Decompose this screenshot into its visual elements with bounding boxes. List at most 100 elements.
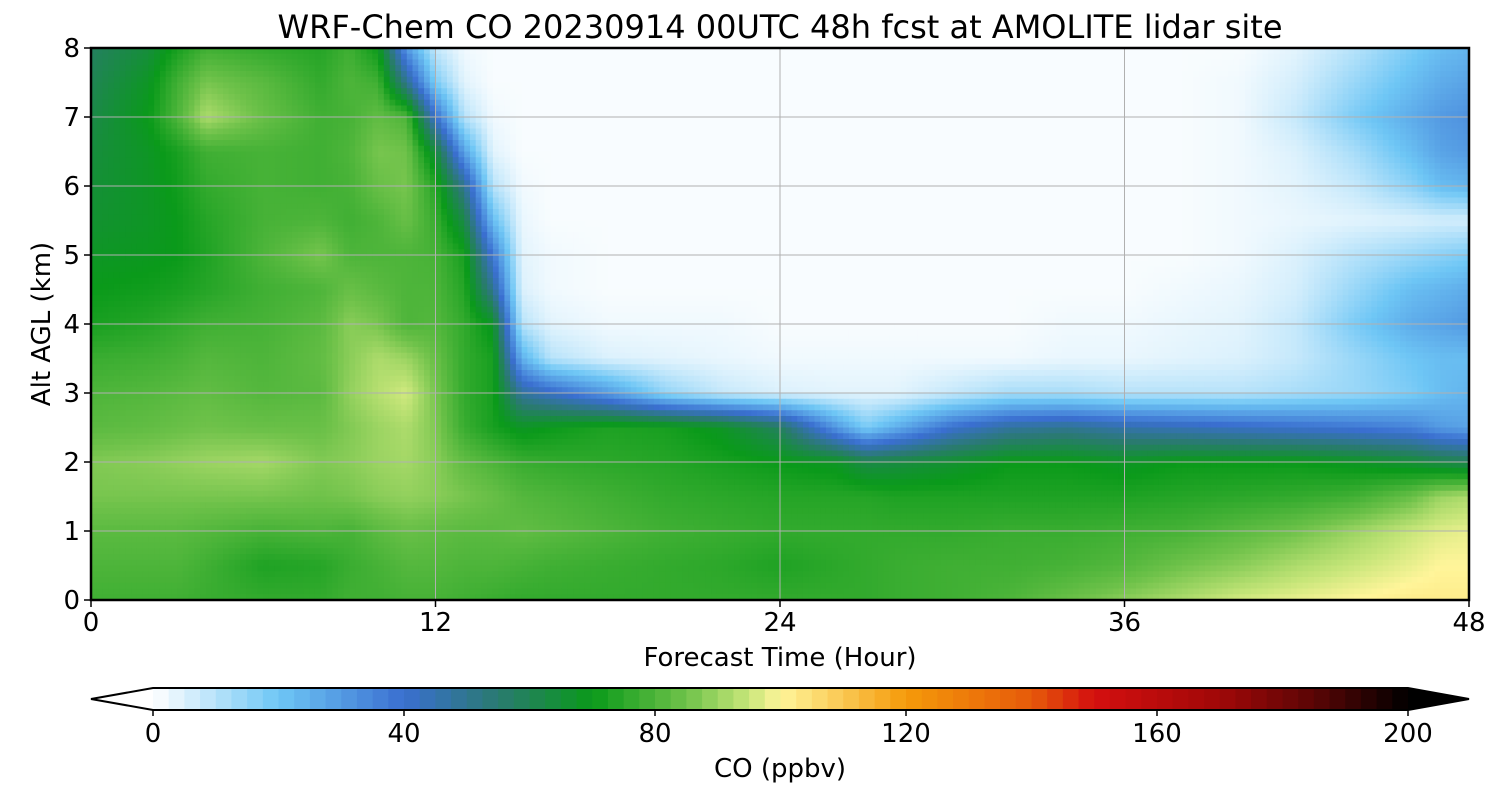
heatmap-cell [929, 123, 935, 129]
heatmap-cell [591, 134, 597, 140]
heatmap-cell [573, 117, 579, 123]
heatmap-cell [1458, 140, 1464, 146]
heatmap-cell [229, 83, 235, 89]
heatmap-cell [447, 60, 453, 66]
heatmap-cell [447, 111, 453, 117]
heatmap-cell [510, 123, 516, 129]
heatmap-cell [1320, 123, 1326, 129]
heatmap-cell [654, 157, 660, 163]
heatmap-cell [1090, 129, 1096, 135]
heatmap-cell [751, 129, 757, 135]
heatmap-cell [275, 94, 281, 100]
heatmap-cell [763, 100, 769, 106]
heatmap-cell [464, 134, 470, 140]
heatmap-cell [1061, 157, 1067, 163]
heatmap-cell [1297, 65, 1303, 71]
heatmap-cell [217, 157, 223, 163]
heatmap-cell [636, 71, 642, 77]
heatmap-cell [682, 54, 688, 60]
heatmap-cell [1314, 152, 1320, 158]
heatmap-cell [493, 77, 499, 83]
heatmap-cell [481, 94, 487, 100]
heatmap-cell [275, 146, 281, 152]
heatmap-cell [1211, 140, 1217, 146]
heatmap-cell [1113, 94, 1119, 100]
heatmap-cell [171, 88, 177, 94]
heatmap-cell [372, 140, 378, 146]
heatmap-cell [1199, 163, 1205, 169]
heatmap-cell [355, 111, 361, 117]
heatmap-cell [212, 100, 218, 106]
heatmap-cell [935, 106, 941, 112]
heatmap-cell [717, 134, 723, 140]
heatmap-cell [1067, 83, 1073, 89]
heatmap-cell [1159, 71, 1165, 77]
heatmap-cell [797, 123, 803, 129]
heatmap-cell [1165, 100, 1171, 106]
heatmap-cell [1222, 117, 1228, 123]
heatmap-cell [1291, 140, 1297, 146]
heatmap-cell [1228, 146, 1234, 152]
heatmap-cell [189, 83, 195, 89]
heatmap-cell [998, 65, 1004, 71]
heatmap-cell [292, 60, 298, 66]
heatmap-cell [390, 134, 396, 140]
heatmap-cell [665, 77, 671, 83]
heatmap-cell [1308, 111, 1314, 117]
heatmap-cell [1440, 146, 1446, 152]
heatmap-cell [981, 157, 987, 163]
heatmap-cell [1153, 123, 1159, 129]
heatmap-cell [321, 123, 327, 129]
heatmap-cell [527, 140, 533, 146]
heatmap-cell [235, 134, 241, 140]
heatmap-cell [1360, 157, 1366, 163]
heatmap-cell [791, 111, 797, 117]
heatmap-cell [832, 140, 838, 146]
heatmap-cell [1061, 129, 1067, 135]
heatmap-cell [757, 65, 763, 71]
heatmap-cell [263, 60, 269, 66]
heatmap-cell [619, 123, 625, 129]
heatmap-cell [1222, 54, 1228, 60]
heatmap-cell [206, 60, 212, 66]
heatmap-cell [361, 134, 367, 140]
heatmap-cell [418, 157, 424, 163]
heatmap-cell [1125, 134, 1131, 140]
heatmap-cell [952, 60, 958, 66]
heatmap-cell [441, 129, 447, 135]
heatmap-cell [964, 163, 970, 169]
heatmap-cell [1440, 77, 1446, 83]
heatmap-cell [1452, 60, 1458, 66]
heatmap-cell [1107, 100, 1113, 106]
heatmap-cell [1257, 60, 1263, 66]
heatmap-cell [154, 129, 160, 135]
heatmap-cell [746, 94, 752, 100]
heatmap-cell [545, 123, 551, 129]
heatmap-cell [889, 60, 895, 66]
heatmap-cell [1429, 106, 1435, 112]
heatmap-cell [395, 94, 401, 100]
heatmap-cell [131, 111, 137, 117]
heatmap-cell [418, 88, 424, 94]
heatmap-cell [855, 163, 861, 169]
heatmap-cell [1406, 106, 1412, 112]
heatmap-cell [1389, 106, 1395, 112]
heatmap-cell [1314, 94, 1320, 100]
heatmap-cell [1125, 94, 1131, 100]
heatmap-cell [981, 146, 987, 152]
heatmap-cell [700, 71, 706, 77]
heatmap-cell [740, 88, 746, 94]
heatmap-cell [527, 134, 533, 140]
heatmap-cell [177, 94, 183, 100]
heatmap-cell [1291, 117, 1297, 123]
heatmap-cell [895, 71, 901, 77]
heatmap-cell [390, 88, 396, 94]
heatmap-cell [344, 129, 350, 135]
heatmap-cell [1205, 123, 1211, 129]
heatmap-cell [171, 111, 177, 117]
heatmap-cell [1297, 117, 1303, 123]
heatmap-cell [148, 146, 154, 152]
heatmap-cell [1182, 100, 1188, 106]
heatmap-cell [757, 129, 763, 135]
heatmap-cell [384, 123, 390, 129]
